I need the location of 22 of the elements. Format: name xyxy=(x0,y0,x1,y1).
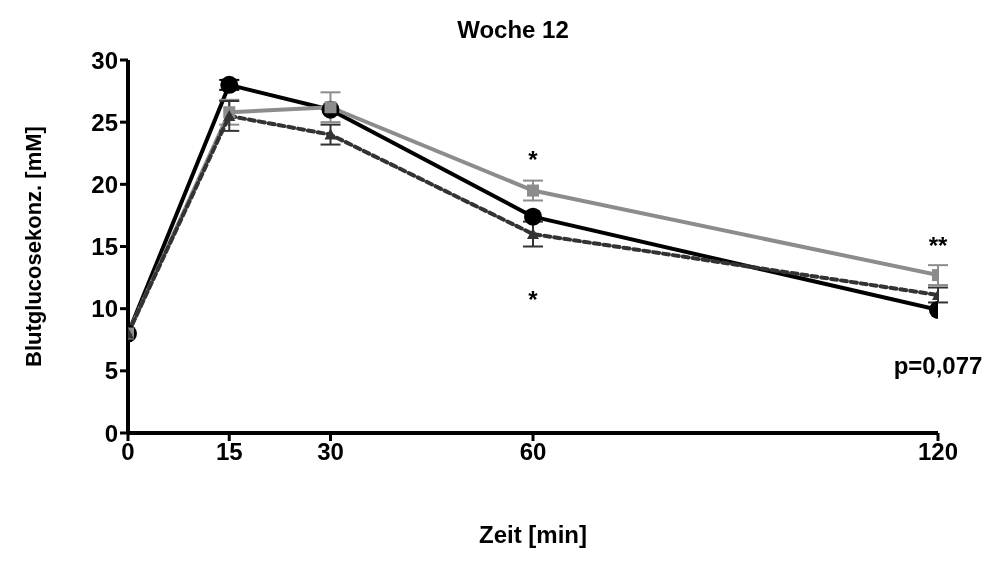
x-tick-label: 0 xyxy=(121,438,135,466)
y-tick-label: 0 xyxy=(104,419,118,447)
point xyxy=(527,184,539,197)
x-tick-label: 120 xyxy=(917,438,959,466)
y-tick-label: 5 xyxy=(104,357,118,385)
y-tick-label: 10 xyxy=(91,295,118,323)
y-axis-title: Blutglucosekonz. [mM] xyxy=(20,126,46,367)
annotation: * xyxy=(528,146,538,174)
point xyxy=(524,207,542,226)
point xyxy=(324,128,337,140)
annotation: * xyxy=(528,286,538,314)
x-tick-label: 15 xyxy=(215,438,243,466)
y-tick-label: 30 xyxy=(91,46,118,74)
x-tick-label: 60 xyxy=(519,438,547,466)
y-tick-label: 15 xyxy=(91,233,118,261)
x-tick-label: 30 xyxy=(317,438,344,466)
chart-title: Woche 12 xyxy=(456,16,570,44)
annotation: p=0,077 xyxy=(893,352,983,380)
y-tick-label: 25 xyxy=(91,108,118,136)
y-tick-label: 20 xyxy=(91,170,118,198)
annotation: ** xyxy=(928,232,948,260)
x-axis-title: Zeit [min] xyxy=(479,521,587,548)
